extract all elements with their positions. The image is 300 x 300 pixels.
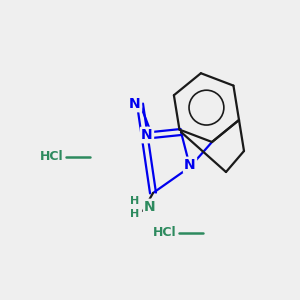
Text: HCl: HCl — [153, 226, 177, 239]
Text: N: N — [129, 97, 141, 111]
Text: N: N — [144, 200, 156, 214]
Text: HCl: HCl — [40, 151, 64, 164]
Text: N: N — [141, 128, 153, 142]
Text: H: H — [130, 196, 140, 206]
Text: N: N — [184, 158, 196, 172]
Text: H: H — [130, 209, 140, 219]
